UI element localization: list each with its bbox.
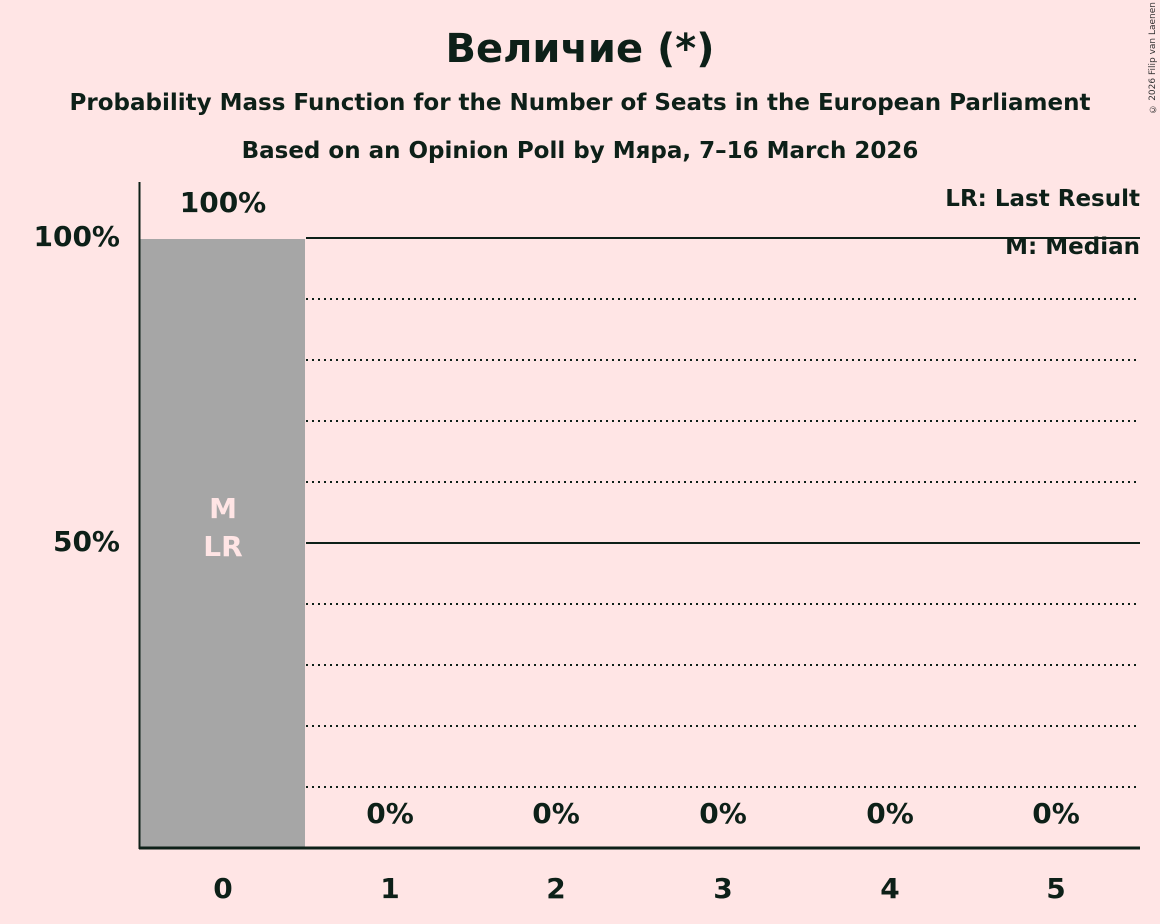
x-tick-1: 1 [380,872,400,905]
major-gridlines [306,237,1140,544]
bar-value-label-2: 0% [532,797,580,830]
y-tick-50: 50% [52,525,120,558]
x-tick-5: 5 [1046,872,1066,905]
legend-median: M: Median [1005,234,1140,260]
chart-title: Величие (*) [445,26,715,72]
bar-value-label-4: 0% [866,797,914,830]
poll-source: Based on an Opinion Poll by Мяра, 7–16 M… [241,138,919,164]
chart-subtitle: Probability Mass Function for the Number… [69,90,1091,116]
x-tick-4: 4 [880,872,900,905]
y-tick-100: 100% [33,220,120,253]
x-tick-3: 3 [713,872,733,905]
legend-last-result: LR: Last Result [945,186,1140,212]
median-marker: M [209,492,237,525]
minor-gridlines [306,298,1140,788]
bar-value-label-0: 100% [179,186,267,219]
x-tick-2: 2 [546,872,566,905]
bar-0 [140,239,305,848]
bar-value-label-1: 0% [366,797,414,830]
bar-value-label-5: 0% [1032,797,1080,830]
last-result-marker: LR [203,530,243,563]
x-tick-0: 0 [213,872,233,905]
bar-value-label-3: 0% [699,797,747,830]
